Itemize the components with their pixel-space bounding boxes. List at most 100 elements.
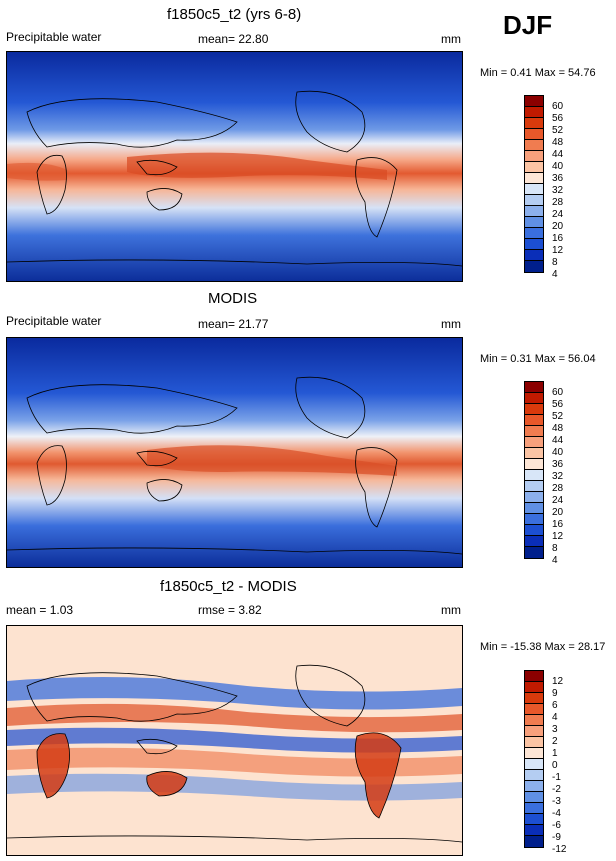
colorbar-tick: -9 <box>552 832 561 843</box>
colorbar-swatch <box>525 448 543 459</box>
colorbar-swatch <box>525 836 543 847</box>
map-observation <box>6 337 463 568</box>
colorbar-swatch <box>525 748 543 759</box>
season-label: DJF <box>503 10 553 40</box>
colorbar-swatch <box>525 814 543 825</box>
colorbar-tick: 2 <box>552 736 558 747</box>
colorbar-swatch <box>525 715 543 726</box>
panel-title: f1850c5_t2 (yrs 6-8) <box>167 6 302 23</box>
colorbar-swatch <box>525 206 543 217</box>
colorbar-tick: 32 <box>552 471 564 482</box>
colorbar-tick: 60 <box>552 101 564 112</box>
colorbar-tick: 28 <box>552 197 564 208</box>
colorbar-tick: 0 <box>552 760 558 771</box>
colorbar-tick: 3 <box>552 724 558 735</box>
panel-left-label: Precipitable water <box>6 30 102 44</box>
colorbar-tick: -2 <box>552 784 561 795</box>
colorbar-swatch <box>525 459 543 470</box>
panel-units: mm <box>441 317 461 331</box>
colorbar-model <box>524 95 544 273</box>
colorbar-tick: 8 <box>552 257 558 268</box>
panel-minmax: Min = 0.41 Max = 54.76 <box>480 67 596 79</box>
colorbar-tick: 40 <box>552 447 564 458</box>
colorbar-swatch <box>525 239 543 250</box>
colorbar-tick: 28 <box>552 483 564 494</box>
colorbar-swatch <box>525 151 543 162</box>
panel-title: f1850c5_t2 - MODIS <box>160 578 297 595</box>
colorbar-swatch <box>525 118 543 129</box>
colorbar-tick: 36 <box>552 459 564 470</box>
colorbar-tick: 1 <box>552 748 558 759</box>
colorbar-tick: 8 <box>552 543 558 554</box>
colorbar-observation <box>524 381 544 559</box>
panel-stat-label: rmse = 3.82 <box>198 603 262 617</box>
colorbar-swatch <box>525 682 543 693</box>
colorbar-swatch <box>525 503 543 514</box>
colorbar-tick: -1 <box>552 772 561 783</box>
panel-units: mm <box>441 603 461 617</box>
colorbar-swatch <box>525 404 543 415</box>
colorbar-swatch <box>525 726 543 737</box>
colorbar-swatch <box>525 261 543 272</box>
colorbar-swatch <box>525 96 543 107</box>
panel-minmax: Min = 0.31 Max = 56.04 <box>480 353 596 365</box>
colorbar-tick: 4 <box>552 555 558 566</box>
colorbar-swatch <box>525 415 543 426</box>
panel-stat-label: mean= 21.77 <box>198 317 269 331</box>
colorbar-tick: 12 <box>552 531 564 542</box>
colorbar-tick: 16 <box>552 233 564 244</box>
colorbar-tick: 24 <box>552 495 564 506</box>
colorbar-swatch <box>525 481 543 492</box>
colorbar-tick: 52 <box>552 125 564 136</box>
colorbar-tick: 60 <box>552 387 564 398</box>
colorbar-tick: 32 <box>552 185 564 196</box>
colorbar-swatch <box>525 803 543 814</box>
colorbar-swatch <box>525 426 543 437</box>
colorbar-swatch <box>525 792 543 803</box>
colorbar-tick: 48 <box>552 137 564 148</box>
panel-minmax: Min = -15.38 Max = 28.17 <box>480 641 606 653</box>
colorbar-tick: 56 <box>552 113 564 124</box>
colorbar-swatch <box>525 195 543 206</box>
colorbar-swatch <box>525 129 543 140</box>
colorbar-tick: 12 <box>552 676 564 687</box>
colorbar-tick: 56 <box>552 399 564 410</box>
colorbar-swatch <box>525 547 543 558</box>
colorbar-swatch <box>525 737 543 748</box>
colorbar-swatch <box>525 393 543 404</box>
colorbar-swatch <box>525 693 543 704</box>
colorbar-tick: 36 <box>552 173 564 184</box>
colorbar-swatch <box>525 250 543 261</box>
colorbar-swatch <box>525 382 543 393</box>
colorbar-swatch <box>525 704 543 715</box>
colorbar-tick: 44 <box>552 435 564 446</box>
colorbar-tick: 52 <box>552 411 564 422</box>
colorbar-tick: -4 <box>552 808 561 819</box>
colorbar-swatch <box>525 492 543 503</box>
colorbar-tick: 20 <box>552 507 564 518</box>
colorbar-tick: 4 <box>552 712 558 723</box>
colorbar-tick: 6 <box>552 700 558 711</box>
colorbar-tick: 12 <box>552 245 564 256</box>
colorbar-tick: -12 <box>552 844 567 855</box>
colorbar-swatch <box>525 781 543 792</box>
colorbar-tick: 4 <box>552 269 558 280</box>
panel-left-label: Precipitable water <box>6 314 102 328</box>
colorbar-swatch <box>525 759 543 770</box>
colorbar-tick: 20 <box>552 221 564 232</box>
colorbar-swatch <box>525 825 543 836</box>
colorbar-swatch <box>525 671 543 682</box>
colorbar-tick: 24 <box>552 209 564 220</box>
colorbar-swatch <box>525 437 543 448</box>
panel-title: MODIS <box>208 290 258 307</box>
colorbar-tick: -3 <box>552 796 561 807</box>
colorbar-swatch <box>525 514 543 525</box>
map-model <box>6 51 463 282</box>
colorbar-swatch <box>525 173 543 184</box>
map-difference <box>6 625 463 856</box>
colorbar-tick: 48 <box>552 423 564 434</box>
colorbar-swatch <box>525 184 543 195</box>
colorbar-swatch <box>525 770 543 781</box>
panel-left-label: mean = 1.03 <box>6 603 74 617</box>
colorbar-swatch <box>525 525 543 536</box>
